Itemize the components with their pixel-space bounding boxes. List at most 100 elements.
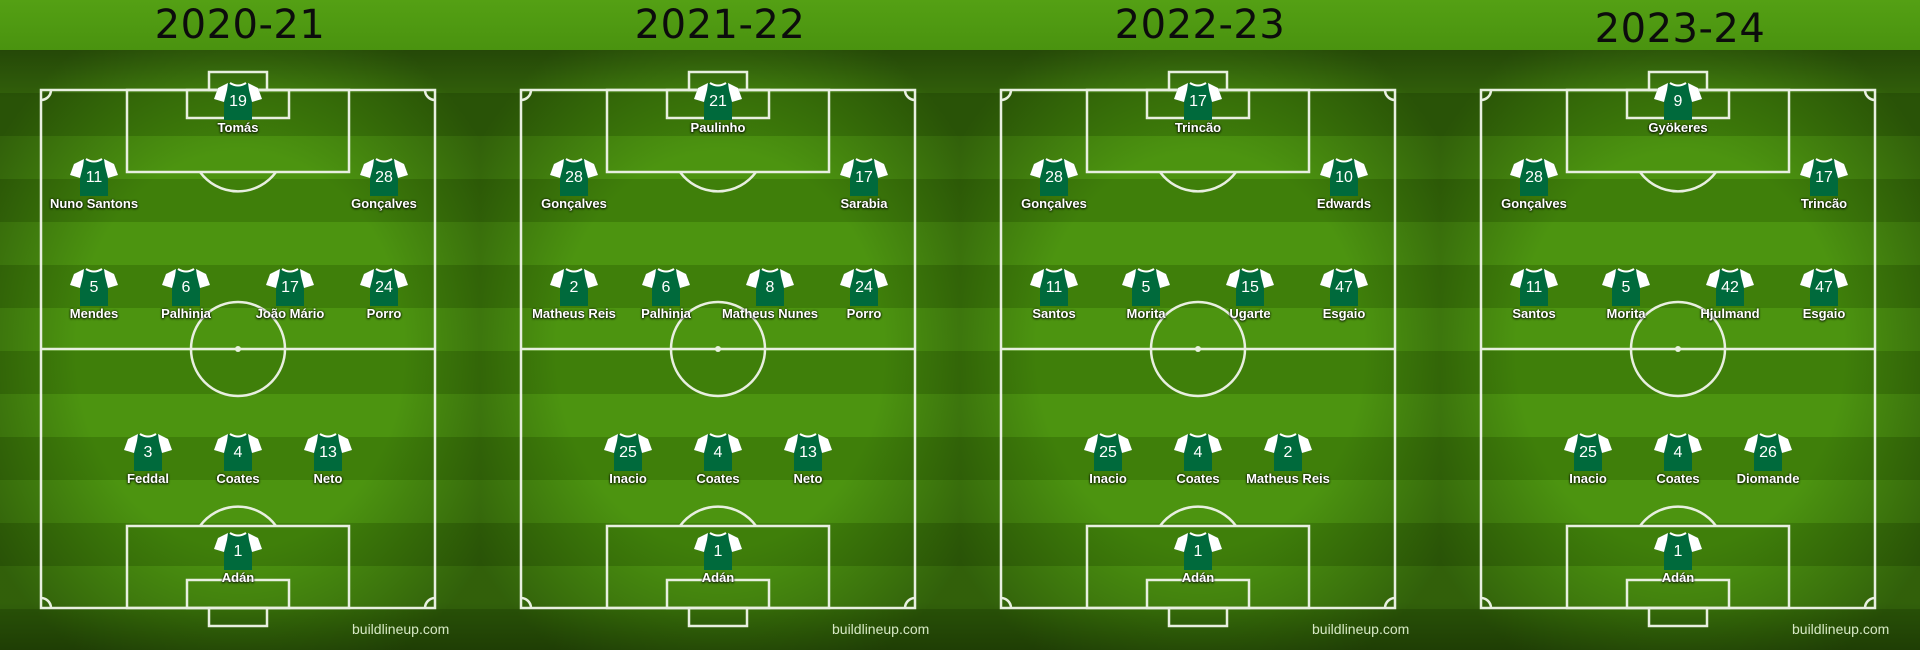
jersey-icon: [746, 268, 794, 306]
player-marker: 3 Feddal: [78, 433, 218, 493]
player-marker: 6 Palhinia: [116, 268, 256, 328]
jersey-icon: [1602, 268, 1650, 306]
jersey-icon: [550, 158, 598, 196]
shirt-number: 17: [1815, 169, 1833, 186]
player-marker: 5 Mendes: [24, 268, 164, 328]
player-marker: 2 Matheus Reis: [1218, 433, 1358, 493]
player-name: Adán: [221, 570, 255, 585]
lineup-panel: 2023-24 9 Gyökeres 28 Gonçalves 17 Trincão 11 Sa…: [1440, 0, 1920, 650]
player-marker: 25 Inacio: [1038, 433, 1178, 493]
shirt-number: 26: [1759, 444, 1777, 461]
player-name: Paulinho: [690, 120, 746, 135]
jersey-icon: [162, 268, 210, 306]
shirt-number: 24: [855, 279, 873, 296]
shirt-number: 5: [1141, 279, 1151, 296]
player-marker: 17 João Mário: [220, 268, 360, 328]
shirt-number: 11: [85, 169, 103, 186]
jersey-icon: [694, 82, 742, 120]
shirt-number: 13: [319, 444, 337, 461]
shirt-number: 28: [375, 169, 393, 186]
player-marker: 13 Neto: [738, 433, 878, 493]
player-name: Ugarte: [1229, 306, 1271, 321]
player-name: Palhinia: [641, 306, 691, 321]
shirt-number: 1: [1673, 543, 1683, 560]
jersey-icon: [840, 158, 888, 196]
player-marker: 24 Porro: [314, 268, 454, 328]
shirt-number: 8: [765, 279, 775, 296]
player-marker: 17 Trincão: [1128, 82, 1268, 142]
player-name: Adán: [1181, 570, 1215, 585]
jersey-icon: [1800, 158, 1848, 196]
watermark: buildlineup.com: [1312, 621, 1410, 637]
shirt-number: 11: [1525, 279, 1543, 296]
lineup-panel: 2020-21 19 Tomás 11 Nuno Santons 28 Gonçalves 5…: [0, 0, 480, 650]
player-name: Santos: [1512, 306, 1556, 321]
player-marker: 6 Palhinia: [596, 268, 736, 328]
jersey-icon: [70, 268, 118, 306]
jersey-icon: [1564, 433, 1612, 471]
shirt-number: 17: [855, 169, 873, 186]
player-marker: 2 Matheus Reis: [504, 268, 644, 328]
shirt-number: 4: [713, 444, 723, 461]
jersey-icon: [1122, 268, 1170, 306]
lineup-panel: 2021-22 21 Paulinho 28 Gonçalves 17 Sarabia 2 Ma…: [480, 0, 960, 650]
player-name: Hjulmand: [1700, 306, 1760, 321]
jersey-icon: [266, 268, 314, 306]
season-banner: [960, 0, 1440, 50]
shirt-number: 5: [1621, 279, 1631, 296]
season-banner: [1440, 0, 1920, 50]
shirt-number: 25: [619, 444, 637, 461]
watermark: buildlineup.com: [1792, 621, 1890, 637]
player-name: Morita: [1126, 306, 1166, 321]
shirt-number: 3: [143, 444, 153, 461]
player-marker: 17 Trincão: [1754, 158, 1894, 218]
shirt-number: 15: [1241, 279, 1259, 296]
player-marker: 25 Inacio: [558, 433, 698, 493]
shirt-number: 9: [1673, 93, 1683, 110]
player-marker: 17 Sarabia: [794, 158, 934, 218]
player-name: Palhinia: [161, 306, 211, 321]
player-marker: 5 Morita: [1076, 268, 1216, 328]
player-marker: 5 Morita: [1556, 268, 1696, 328]
player-name: Trincão: [1174, 120, 1222, 135]
shirt-number: 24: [375, 279, 393, 296]
player-marker: 28 Gonçalves: [984, 158, 1124, 218]
player-name: Inacio: [1089, 471, 1127, 486]
shirt-number: 5: [89, 279, 99, 296]
jersey-icon: [1030, 268, 1078, 306]
shirt-number: 17: [281, 279, 299, 296]
jersey-icon: [1654, 532, 1702, 570]
jersey-icon: [694, 532, 742, 570]
jersey-icon: [1174, 433, 1222, 471]
player-name: Trincão: [1800, 196, 1848, 211]
shirt-number: 25: [1099, 444, 1117, 461]
season-title: 2021-22: [634, 2, 806, 48]
player-name: Gonçalves: [541, 196, 607, 211]
player-name: Gyökeres: [1648, 120, 1708, 135]
player-name: Edwards: [1316, 196, 1372, 211]
player-name: Porro: [846, 306, 882, 321]
player-name: Gonçalves: [351, 196, 417, 211]
player-name: Coates: [696, 471, 740, 486]
shirt-number: 21: [709, 93, 727, 110]
player-marker: 19 Tomás: [168, 82, 308, 142]
shirt-number: 10: [1335, 169, 1353, 186]
player-marker: 26 Diomande: [1698, 433, 1838, 493]
player-name: Morita: [1606, 306, 1646, 321]
player-marker: 47 Esgaio: [1274, 268, 1414, 328]
shirt-number: 28: [565, 169, 583, 186]
shirt-number: 25: [1579, 444, 1597, 461]
player-marker: 28 Gonçalves: [1464, 158, 1604, 218]
jersey-icon: [550, 268, 598, 306]
player-name: Sarabia: [840, 196, 888, 211]
shirt-number: 11: [1045, 279, 1063, 296]
jersey-icon: [1654, 82, 1702, 120]
player-name: Adán: [1661, 570, 1695, 585]
season-banner: [480, 0, 960, 50]
player-marker: 4 Coates: [168, 433, 308, 493]
shirt-number: 6: [661, 279, 671, 296]
player-marker: 1 Adán: [168, 532, 308, 592]
player-marker: 1 Adán: [1128, 532, 1268, 592]
jersey-icon: [642, 268, 690, 306]
